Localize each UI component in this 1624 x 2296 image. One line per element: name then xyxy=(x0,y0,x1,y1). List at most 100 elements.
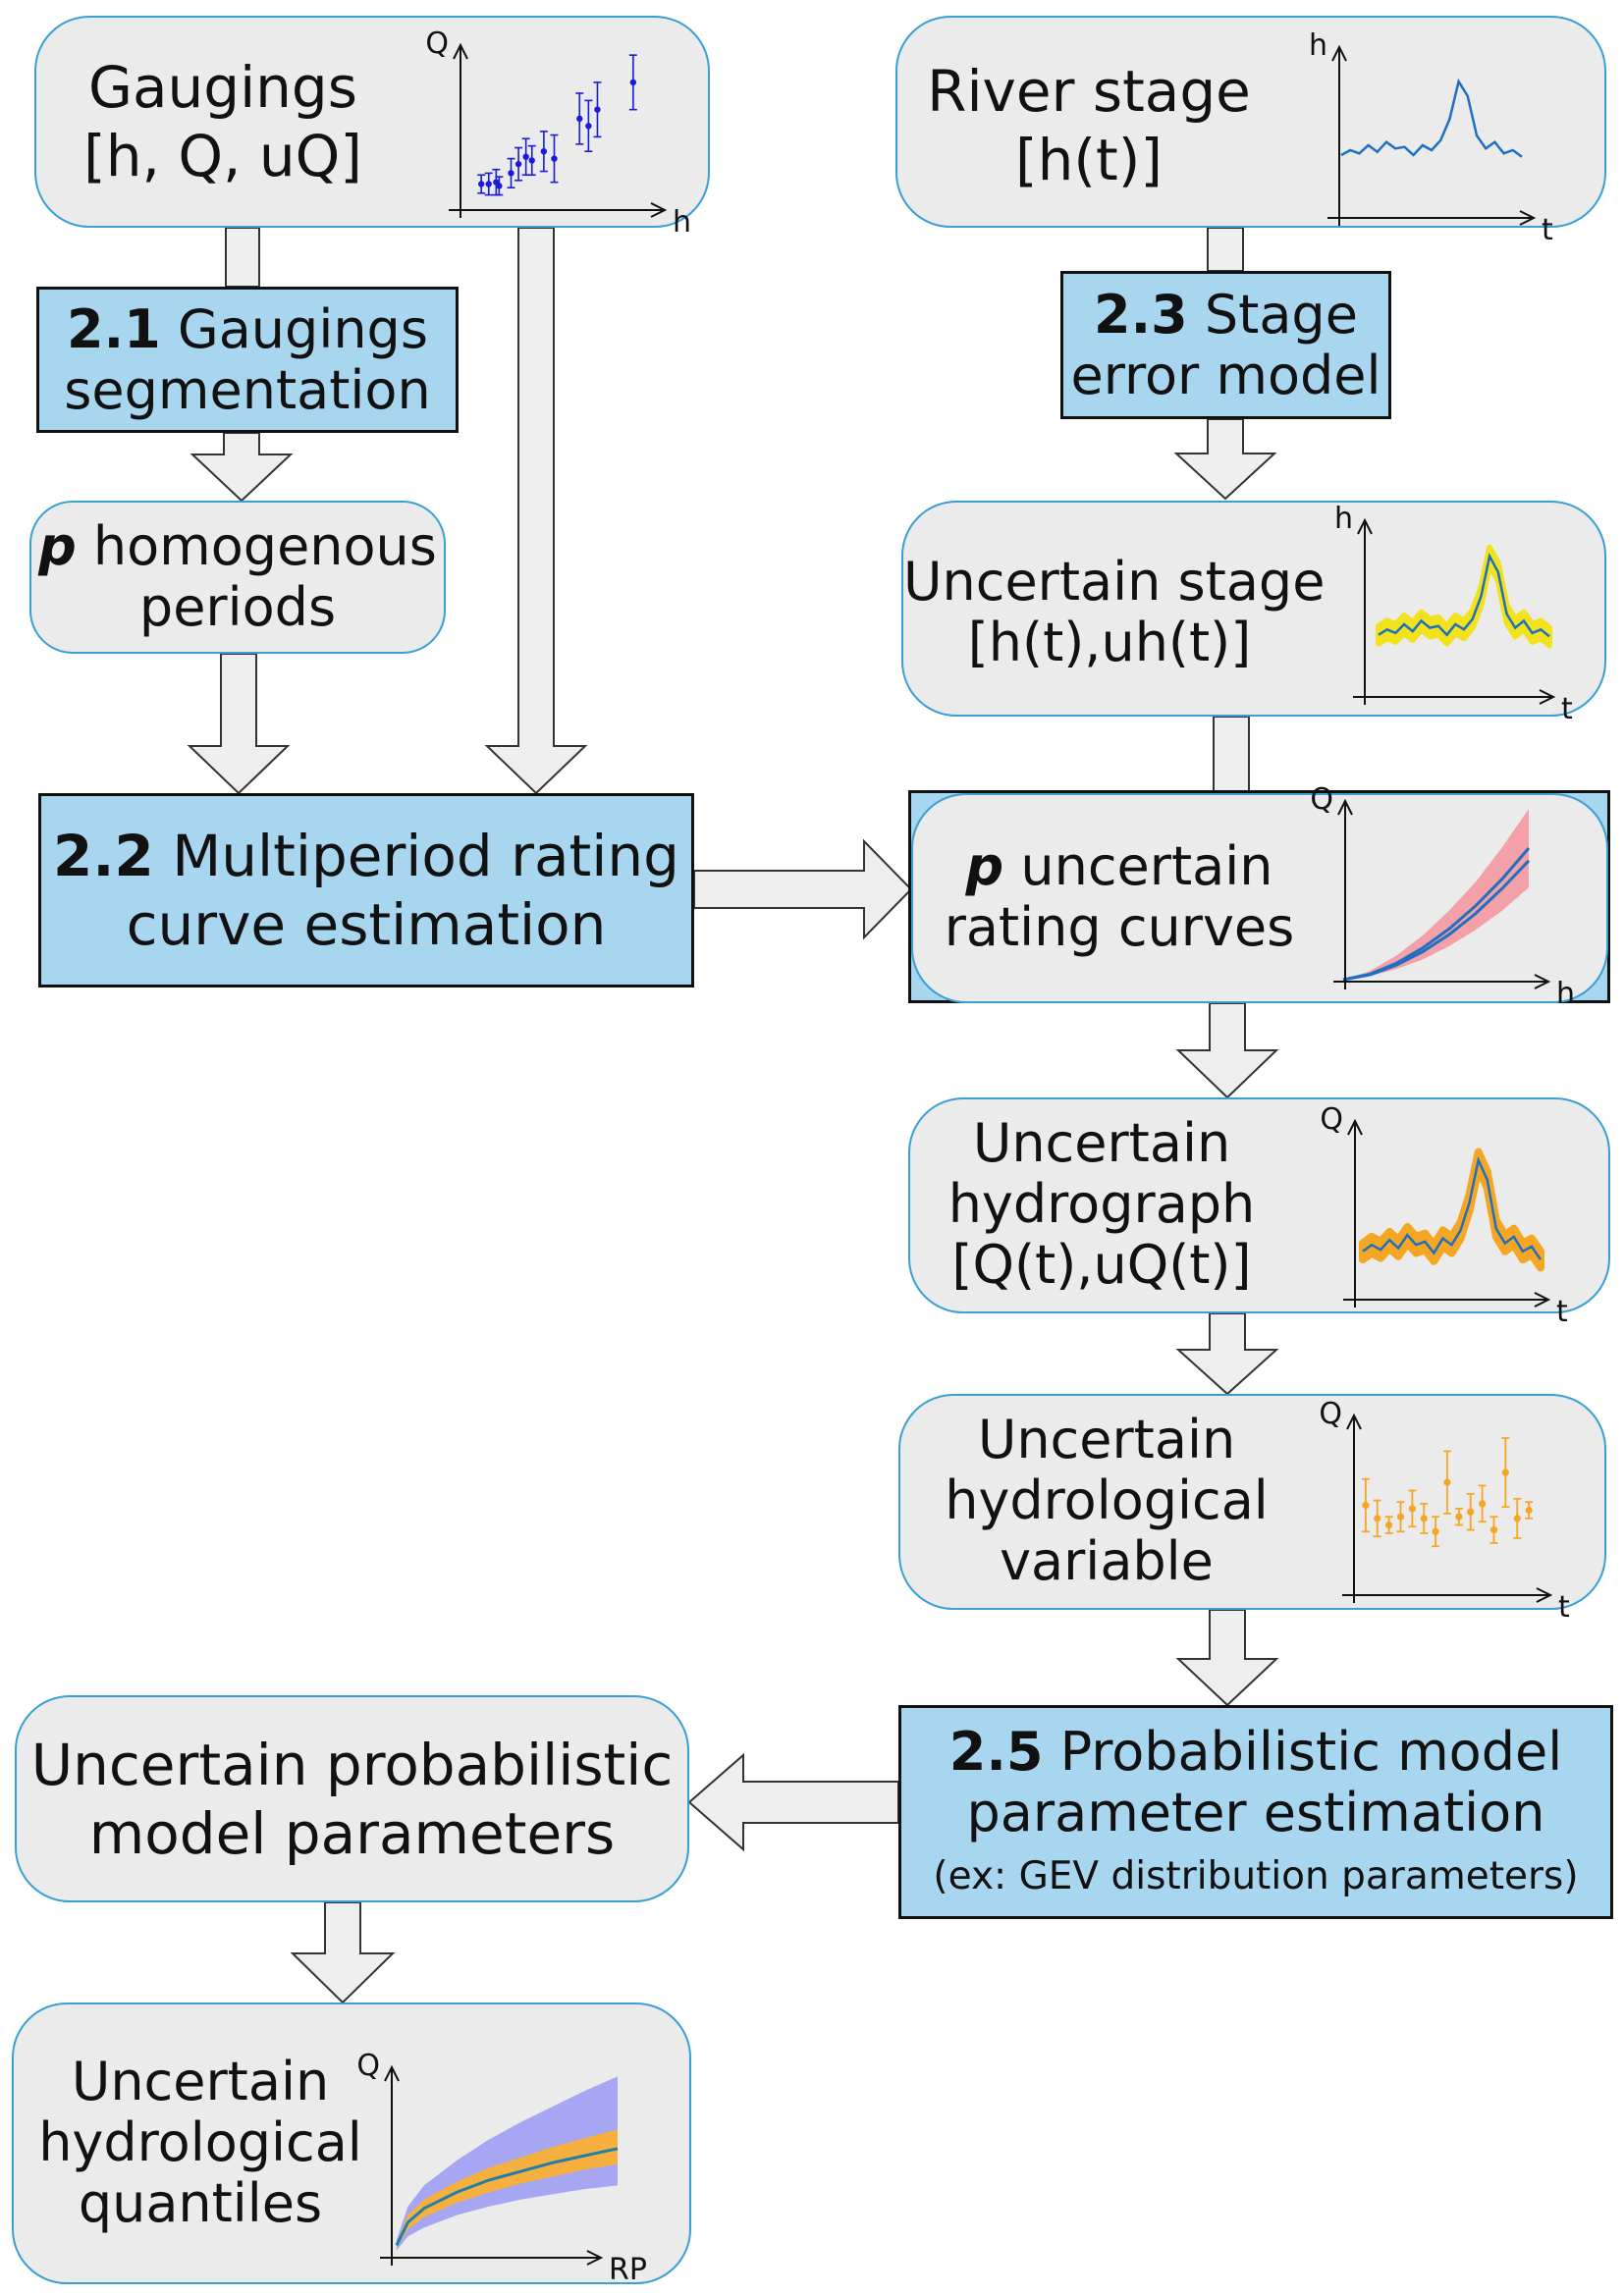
arrow-gaugings-to-multiperiod xyxy=(484,227,588,795)
prob-estimation-node: 2.5 Probabilistic model parameter estima… xyxy=(898,1705,1613,1919)
hydrograph-line-3: [Q(t),uQ(t)] xyxy=(951,1234,1252,1296)
arrow-variable-to-estimation xyxy=(1175,1609,1279,1707)
segmentation-line-2: segmentation xyxy=(64,358,431,421)
homogenous-line-1: p homogenous xyxy=(38,516,437,577)
prob-params-line-1: Uncertain probabilistic xyxy=(30,1731,674,1798)
homogenous-line-2: periods xyxy=(138,576,337,638)
quantiles-node: Uncertain hydrological quantiles Q RP xyxy=(12,2002,691,2287)
gauging-point xyxy=(551,155,558,162)
stage-error-number: 2.3 xyxy=(1094,283,1188,346)
gaugings-title: Gaugings xyxy=(88,54,357,121)
multiperiod-number: 2.2 xyxy=(53,823,154,889)
gauging-point xyxy=(540,148,548,155)
gaugings-variables: [h, Q, uQ] xyxy=(83,123,362,189)
arrow-errormodel-to-stage xyxy=(1173,418,1277,501)
y-axis-arrowhead xyxy=(1331,44,1347,62)
rating-curves-text: p uncertain rating curves xyxy=(913,836,1326,958)
stage-line xyxy=(1378,553,1550,638)
uncertain-stage-chart: ht xyxy=(1334,502,1573,726)
y-axis-label: h xyxy=(1334,502,1353,536)
prob-estimation-line-1: 2.5 Probabilistic model xyxy=(949,1722,1562,1783)
gauging-point xyxy=(485,181,492,187)
uncertain-stage-text: Uncertain stage [h(t),uh(t)] xyxy=(903,551,1326,673)
gauging-point xyxy=(594,106,601,113)
homogenous-title: homogenous xyxy=(92,515,437,577)
variable-point xyxy=(1374,1515,1381,1522)
arrow-stage-to-ratingcurves xyxy=(1213,716,1250,794)
homogenous-periods-node: p homogenous periods xyxy=(29,501,446,654)
x-axis-arrowhead xyxy=(1536,1587,1553,1603)
multiperiod-title: Multiperiod rating xyxy=(172,823,679,889)
x-axis-label: t xyxy=(1542,213,1553,247)
x-axis-label: t xyxy=(1556,1295,1568,1329)
x-axis-label: h xyxy=(673,205,691,240)
gaugings-chart: Qh xyxy=(425,27,691,240)
stage-error-node: 2.3 Stage error model xyxy=(1060,271,1391,419)
variable-point xyxy=(1362,1501,1370,1510)
prob-estimation-number: 2.5 xyxy=(948,1721,1044,1783)
prob-estimation-line-2: parameter estimation xyxy=(966,1782,1545,1843)
gauging-point xyxy=(496,183,503,189)
gauging-point xyxy=(629,79,637,86)
uncertain-stage-variables: [h(t),uh(t)] xyxy=(967,612,1252,673)
variable-point xyxy=(1489,1525,1498,1534)
quantiles-text: Uncertain hydrological quantiles xyxy=(33,2052,367,2234)
gauging-point xyxy=(508,170,514,177)
y-axis-label: Q xyxy=(1320,1102,1343,1137)
rating-curve xyxy=(1342,847,1531,982)
y-axis-arrowhead xyxy=(1347,1118,1363,1136)
x-axis-arrowhead xyxy=(1539,689,1556,705)
x-axis-label: t xyxy=(1561,692,1573,726)
y-axis-label: Q xyxy=(1319,1397,1342,1431)
variable-point xyxy=(1420,1515,1428,1522)
arrow-segmentation-to-periods xyxy=(189,432,294,503)
gaugings-text: Gaugings [h, Q, uQ] xyxy=(36,53,409,190)
quantiles-line-3: quantiles xyxy=(78,2172,323,2234)
hydrograph-line xyxy=(1362,1155,1543,1260)
x-axis-label: h xyxy=(1556,977,1575,1011)
hydro-variable-line-1: Uncertain xyxy=(977,1409,1236,1470)
hydrograph-line-2: hydrograph xyxy=(947,1173,1256,1235)
arrow-params-to-quantiles xyxy=(290,1901,396,2004)
variable-point xyxy=(1501,1468,1509,1476)
gauging-point xyxy=(514,160,522,168)
gauging-point xyxy=(477,181,485,187)
arrow-ratingcurves-to-hydrograph xyxy=(1175,1002,1279,1099)
quantile-median-line xyxy=(395,2147,619,2246)
segmentation-title: Gaugings xyxy=(177,297,428,360)
stage-error-line-1: 2.3 Stage xyxy=(1094,283,1358,346)
hydrograph-chart: Qt xyxy=(1320,1102,1568,1329)
x-axis-arrowhead xyxy=(1534,1292,1551,1308)
arrow-riverstage-to-errormodel xyxy=(1207,227,1244,272)
prob-estimation-title: Probabilistic model xyxy=(1059,1721,1563,1783)
uncertain-stage-title: Uncertain stage xyxy=(903,551,1326,613)
quantiles-chart: Q RP xyxy=(356,2049,647,2287)
segmentation-node: 2.1 Gaugings segmentation xyxy=(36,287,459,433)
hydrograph-text: Uncertain hydrograph [Q(t),uQ(t)] xyxy=(910,1113,1293,1296)
gauging-point xyxy=(528,157,535,164)
hydrograph-line-1: Uncertain xyxy=(972,1112,1231,1174)
stage-error-line-2: error model xyxy=(1070,344,1381,406)
x-axis-arrowhead xyxy=(1534,974,1551,989)
river-stage-chart: ht xyxy=(1309,28,1553,247)
variable-point xyxy=(1408,1505,1416,1513)
hydro-variable-line-3: variable xyxy=(1000,1530,1214,1592)
arrow-gaugings-to-segmentation xyxy=(225,227,260,288)
y-axis-arrowhead xyxy=(384,2064,400,2082)
y-axis-label: Q xyxy=(425,27,449,61)
variable-point xyxy=(1525,1506,1533,1515)
variable-point xyxy=(1455,1513,1463,1521)
prob-params-node: Uncertain probabilistic model parameters xyxy=(15,1695,689,1902)
variable-point xyxy=(1443,1478,1451,1486)
river-stage-title: River stage xyxy=(927,58,1251,125)
arrow-periods-to-multiperiod xyxy=(187,653,291,795)
gauging-point xyxy=(576,115,583,123)
arrow-multiperiod-to-ratingcurves xyxy=(693,838,913,940)
x-axis-label: RP xyxy=(609,2253,647,2287)
